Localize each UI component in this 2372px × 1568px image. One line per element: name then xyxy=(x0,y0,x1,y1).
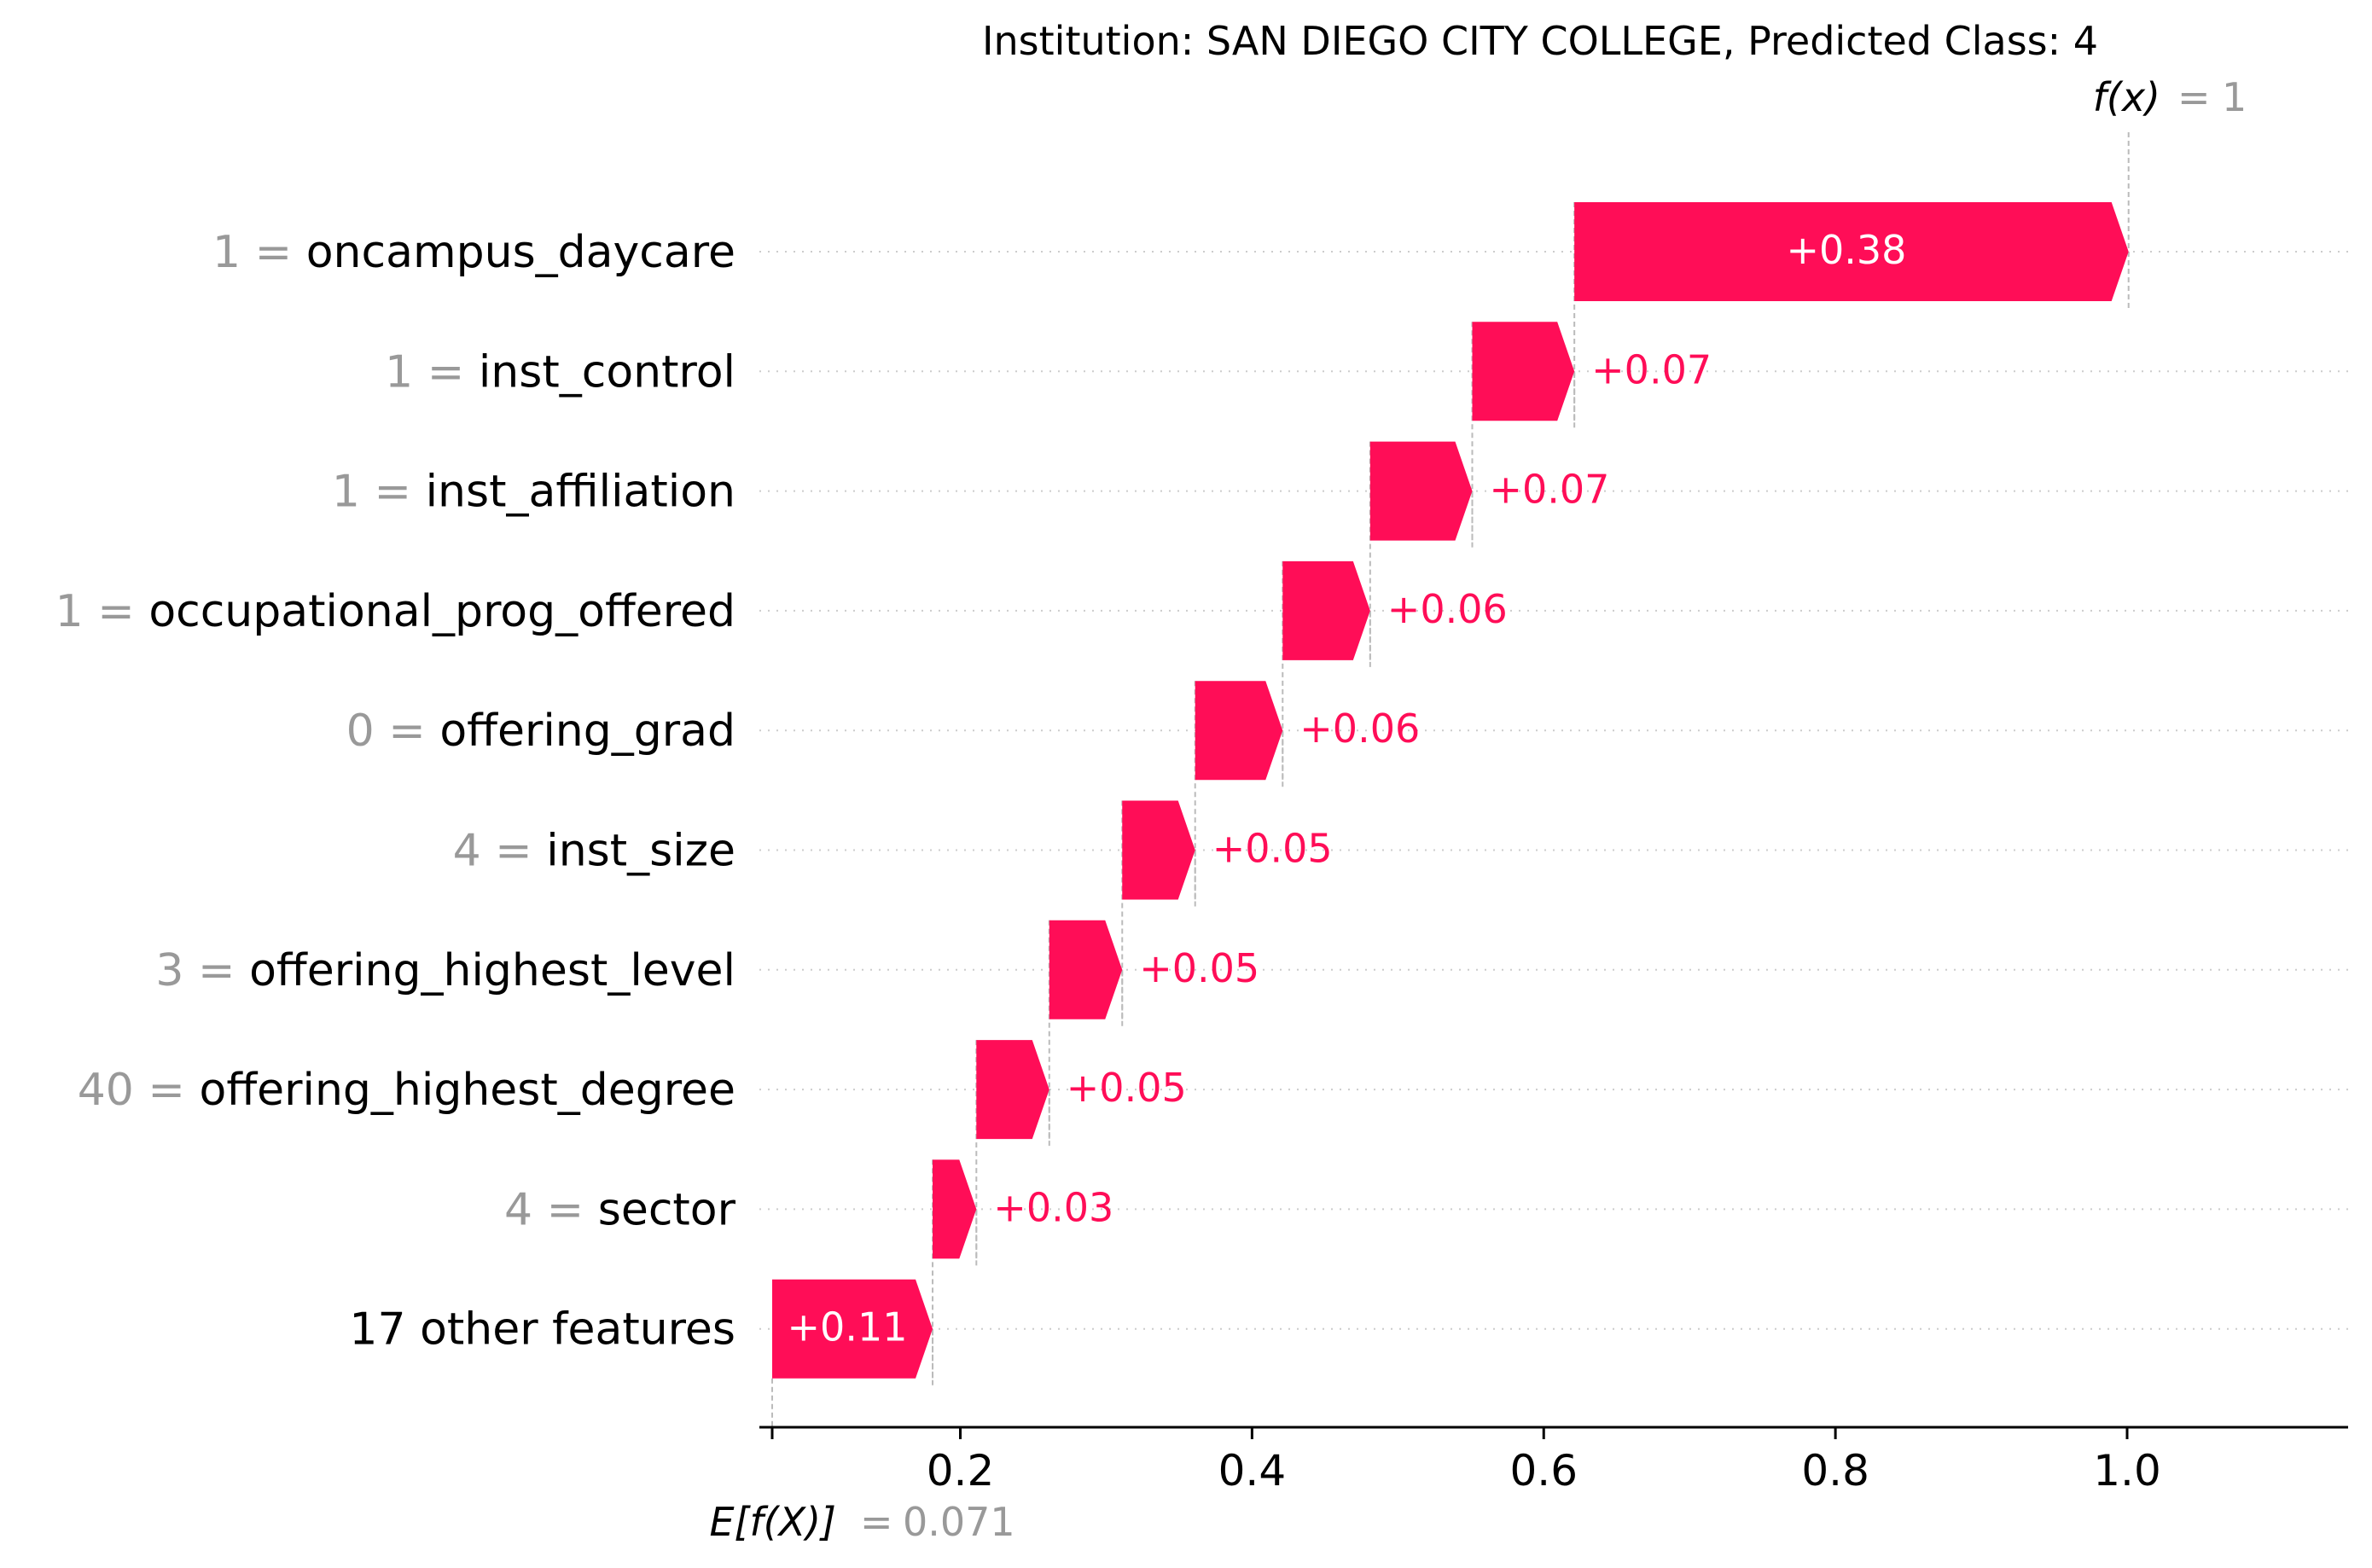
feature-label: 1 = inst_affiliation xyxy=(332,467,735,518)
connector-lines xyxy=(771,132,2130,1427)
feature-label: 4 = sector xyxy=(504,1184,736,1235)
waterfall-bar xyxy=(1282,560,1370,660)
fx-value: 1 xyxy=(2222,74,2247,120)
x-tick-label: 0.6 xyxy=(1509,1446,1578,1495)
feature-name: oncampus_daycare xyxy=(306,227,735,278)
chart-title: Institution: SAN DIEGO CITY COLLEGE, Pre… xyxy=(982,18,2098,64)
contribution-label: +0.05 xyxy=(1212,826,1333,872)
grid-lines xyxy=(759,251,2348,1330)
feature-name: sector xyxy=(598,1184,736,1235)
fx-label-text: f(x) xyxy=(2093,74,2160,120)
x-tick-label: 0.4 xyxy=(1218,1446,1287,1495)
waterfall-bar xyxy=(976,1040,1049,1140)
feature-value: 4 = xyxy=(453,826,547,877)
feature-labels: +0.38 1 = oncampus_daycare +0.07 1 = inst_c… xyxy=(55,227,1907,1356)
contribution-label: +0.05 xyxy=(1139,945,1259,991)
contribution-label: +0.03 xyxy=(993,1184,1113,1230)
base-label: E[f(X)] xyxy=(709,1499,836,1545)
feature-label: 4 = inst_size xyxy=(453,826,735,877)
fx-annotation: f(x) = 1 xyxy=(2093,74,2247,120)
feature-value: 1 = xyxy=(212,227,306,278)
contribution-label: +0.38 xyxy=(1786,227,1906,273)
x-tick-label: 1.0 xyxy=(2093,1446,2161,1495)
feature-name: inst_size xyxy=(546,826,735,877)
fx-eq: = xyxy=(2177,74,2211,120)
fx-label: f(x) xyxy=(2093,74,2160,120)
base-annotation: E[f(X)] = 0.071 xyxy=(709,1499,1014,1545)
contribution-label: +0.05 xyxy=(1067,1065,1187,1111)
feature-label: 40 = offering_highest_degree xyxy=(78,1065,735,1116)
feature-name: offering_highest_level xyxy=(249,945,735,996)
feature-name: inst_control xyxy=(479,346,735,398)
waterfall-bar xyxy=(1049,920,1123,1019)
contribution-label: +0.06 xyxy=(1299,706,1420,752)
contribution-label: +0.07 xyxy=(1591,346,1712,392)
feature-value: 0 = xyxy=(346,706,440,757)
feature-value: 40 = xyxy=(78,1065,200,1116)
waterfall-bar xyxy=(1369,441,1473,541)
base-value: 0.071 xyxy=(903,1499,1015,1545)
feature-label: 0 = offering_grad xyxy=(346,706,735,757)
x-axis: 0.2 0.4 0.6 0.8 1.0 xyxy=(759,1426,2348,1495)
base-label-text: E[f(X)] xyxy=(709,1499,836,1545)
feature-name: offering_grad xyxy=(439,706,735,757)
feature-value: 3 = xyxy=(155,945,249,996)
feature-value: 1 = xyxy=(332,467,426,518)
feature-label: 17 other features xyxy=(349,1304,735,1356)
contribution-label: +0.06 xyxy=(1387,586,1508,632)
feature-name: 17 other features xyxy=(349,1304,735,1356)
feature-name: offering_highest_degree xyxy=(200,1065,736,1116)
x-tick-label: 0.8 xyxy=(1801,1446,1869,1495)
feature-value: 4 = xyxy=(504,1184,598,1235)
waterfall-bar xyxy=(1122,800,1195,900)
feature-value: 1 = xyxy=(55,586,149,637)
waterfall-bar xyxy=(933,1159,977,1259)
feature-name: inst_affiliation xyxy=(426,467,735,518)
feature-value: 1 = xyxy=(385,346,479,398)
x-tick-label: 0.2 xyxy=(927,1446,995,1495)
feature-label: 1 = inst_control xyxy=(385,346,735,398)
feature-label: 1 = oncampus_daycare xyxy=(212,227,735,278)
feature-name: occupational_prog_offered xyxy=(148,586,735,637)
base-eq: = xyxy=(860,1499,893,1545)
feature-label: 3 = offering_highest_level xyxy=(155,945,735,996)
bars xyxy=(772,202,2129,1379)
waterfall-bar xyxy=(1574,202,2129,301)
waterfall-bar xyxy=(1195,681,1283,781)
waterfall-bar xyxy=(1472,322,1575,421)
contribution-label: +0.07 xyxy=(1489,467,1609,513)
waterfall-bar xyxy=(772,1279,933,1379)
feature-label: 1 = occupational_prog_offered xyxy=(55,586,735,637)
contribution-label: +0.11 xyxy=(788,1304,908,1350)
